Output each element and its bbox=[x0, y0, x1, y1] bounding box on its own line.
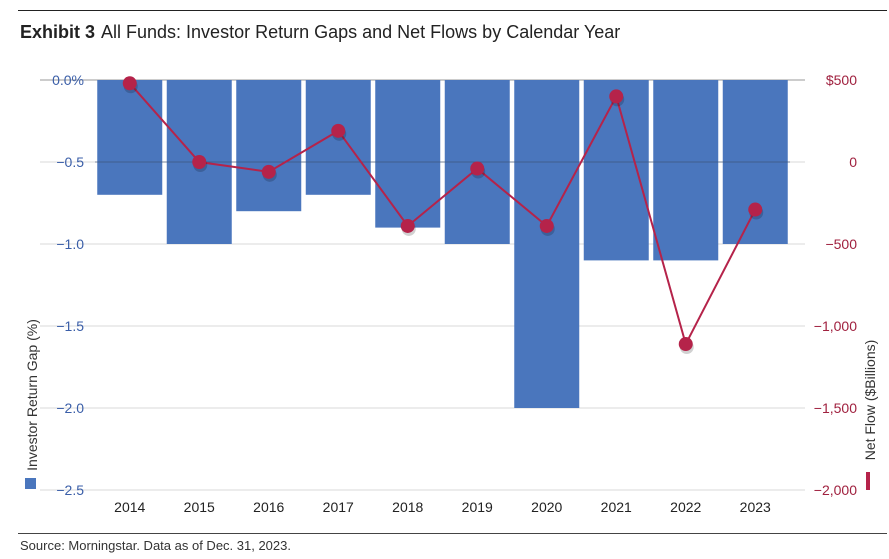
x-tick-label-2020: 2020 bbox=[531, 499, 562, 515]
x-tick-label-2016: 2016 bbox=[253, 499, 284, 515]
net-flow-point-2020 bbox=[539, 218, 554, 233]
right-tick-label: −1,500 bbox=[814, 400, 857, 416]
bar-2021 bbox=[583, 80, 649, 261]
net-flow-point-2018 bbox=[400, 218, 415, 233]
bar-2016 bbox=[236, 80, 302, 212]
bar-2014 bbox=[97, 80, 163, 195]
net-flow-point-2017 bbox=[331, 123, 346, 138]
x-tick-label-2021: 2021 bbox=[601, 499, 632, 515]
bar-legend-swatch bbox=[25, 478, 36, 489]
right-tick-label: $500 bbox=[826, 72, 857, 88]
chart-header: Exhibit 3 All Funds: Investor Return Gaps… bbox=[20, 22, 620, 43]
exhibit-label: Exhibit 3 bbox=[20, 22, 96, 42]
x-tick-label-2023: 2023 bbox=[740, 499, 771, 515]
x-tick-label-2019: 2019 bbox=[462, 499, 493, 515]
net-flow-point-2014 bbox=[122, 76, 137, 91]
top-rule bbox=[18, 10, 887, 11]
left-tick-label: −1.0 bbox=[56, 236, 84, 252]
net-flow-point-2023 bbox=[748, 202, 763, 217]
right-tick-label: −500 bbox=[825, 236, 857, 252]
right-axis-title: Net Flow ($Billions) bbox=[862, 340, 878, 461]
net-flow-point-2022 bbox=[678, 337, 693, 352]
bar-2020 bbox=[514, 80, 580, 408]
line-legend-swatch bbox=[866, 472, 870, 490]
left-tick-label: −2.0 bbox=[56, 400, 84, 416]
bottom-rule bbox=[18, 533, 887, 534]
bar-2022 bbox=[653, 80, 719, 261]
x-tick-label-2022: 2022 bbox=[670, 499, 701, 515]
net-flow-point-2021 bbox=[609, 89, 624, 104]
left-tick-label: −1.5 bbox=[56, 318, 84, 334]
x-tick-label-2018: 2018 bbox=[392, 499, 423, 515]
bar-2018 bbox=[375, 80, 441, 228]
net-flow-point-2015 bbox=[192, 155, 207, 169]
right-tick-label: −1,000 bbox=[814, 318, 857, 334]
left-tick-label: −0.5 bbox=[56, 154, 84, 170]
left-tick-label: −2.5 bbox=[56, 482, 84, 498]
x-tick-label-2017: 2017 bbox=[323, 499, 354, 515]
net-flow-point-2016 bbox=[261, 164, 276, 179]
x-tick-label-2015: 2015 bbox=[184, 499, 215, 515]
right-tick-label: 0 bbox=[849, 154, 857, 170]
net-flow-point-2019 bbox=[470, 161, 485, 176]
right-tick-label: −2,000 bbox=[814, 482, 857, 498]
chart-title: All Funds: Investor Return Gaps and Net … bbox=[101, 22, 621, 42]
left-tick-label: 0.0% bbox=[52, 72, 84, 88]
left-axis-title: Investor Return Gap (%) bbox=[24, 319, 40, 471]
source-note: Source: Morningstar. Data as of Dec. 31,… bbox=[20, 538, 291, 553]
net-flow-line bbox=[129, 82, 757, 347]
x-tick-label-2014: 2014 bbox=[114, 499, 145, 515]
